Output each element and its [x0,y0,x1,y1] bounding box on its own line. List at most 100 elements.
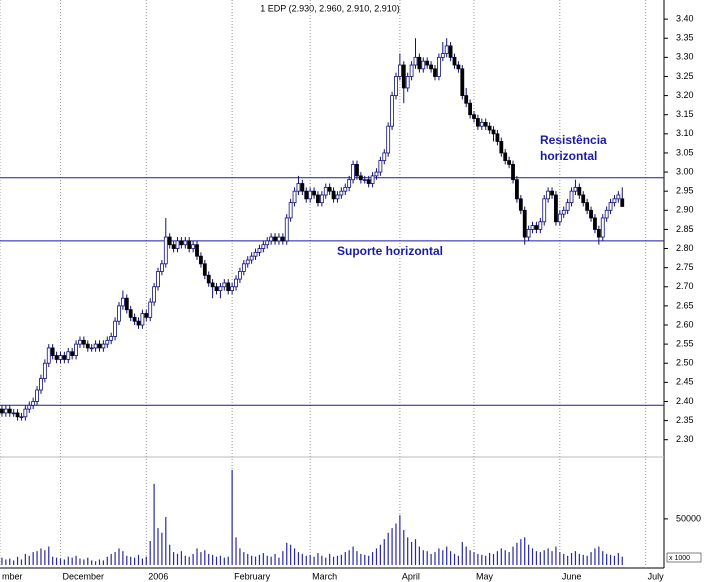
volume-bar [286,542,288,565]
volume-bar [32,552,34,565]
volume-bar [375,548,378,565]
volume-bar [16,556,19,565]
candle-body [167,236,172,246]
volume-unit: x 1000 [669,555,690,562]
volume-bar [305,555,307,565]
volume-bar [360,553,362,565]
candle-body [308,190,313,200]
candle-body [518,198,523,211]
volume-bar [254,556,257,565]
volume-bar [410,541,413,565]
volume-bar [293,548,296,565]
volume-bar [274,553,276,565]
volume-bar [5,559,7,565]
candle-body [42,362,47,379]
candle-body [331,190,336,200]
volume-bar [434,552,436,565]
volume-bar [173,552,175,565]
candle-body [195,244,199,257]
volume-bar [332,556,335,565]
candle-body [507,160,512,165]
candle-body [440,53,445,58]
candle-body [397,64,402,77]
candle-body [433,68,437,77]
volume-bar [157,528,159,565]
candle-body [600,217,605,238]
candle-body [66,351,71,360]
candle-body [339,190,344,196]
volume-bar [83,559,85,565]
candle-body [210,282,215,288]
candle-body [253,251,258,257]
candle-body [15,412,20,418]
volume-bar [44,550,46,565]
unit-box [666,552,702,563]
volume-bar [559,552,561,565]
volume-bar [145,556,147,565]
candle-body [358,175,363,181]
volume-bar [348,550,350,565]
x-tick-label: July [648,571,665,581]
y-tick-label: 2.30 [676,434,694,444]
y-tick-label: 2.65 [676,300,694,310]
volume-bar [114,552,116,565]
volume-bar [63,559,65,565]
volume-bar [102,560,104,565]
candle-body [550,190,554,196]
candle-body [202,263,207,276]
candle-body [581,194,586,204]
candle-body [160,263,164,272]
volume-bar [94,561,97,565]
candle-body [620,198,625,207]
volume-bar [555,546,557,565]
volume-bar [278,557,280,565]
y-tick-label: 3.40 [676,13,694,23]
x-tick-label: 2006 [148,571,168,581]
volume-bar [516,542,518,565]
candle-body [261,244,266,249]
volume-bar [422,550,424,565]
candle-body [472,114,476,119]
volume-bar [258,554,261,565]
volume-bar [387,532,389,565]
volume-bar [309,554,311,565]
candle-body [425,60,430,66]
candle-body [269,236,274,242]
volume-bar [449,551,452,565]
volume-bar [52,556,54,565]
volume-bar [200,552,202,565]
volume-bar [508,552,510,565]
volume-bar [24,553,26,565]
y-tick-label: 50000 [676,513,701,523]
candle-body [304,190,309,200]
candle-body [93,343,98,349]
annotation: Resistência [540,133,607,147]
volume-bar [75,555,77,565]
annotation: horizontal [540,149,597,163]
volume-bar [391,528,393,565]
volume-bar [457,555,460,565]
candle-body [468,102,473,116]
y-tick-label: 3.15 [676,109,694,119]
candle-body [394,76,398,96]
candle-body [156,271,160,288]
candle-body [515,179,519,200]
volume-bar [567,555,569,565]
candle-body [319,194,324,204]
volume-bar [36,551,38,565]
volume-bar [110,553,112,565]
volume-bar [609,554,612,565]
candle-body [140,313,145,326]
candle-body [288,202,293,219]
candle-body [89,347,94,350]
candle-body [612,198,617,204]
x-tick-label: February [234,571,271,581]
volume-bar [325,557,327,565]
volume-bar [520,539,522,565]
candle-body [187,240,192,249]
candle-body [179,240,184,246]
y-tick-label: 2.90 [676,205,694,215]
candle-body [417,56,422,70]
candle-body [585,202,590,211]
volume-bar [395,523,397,565]
